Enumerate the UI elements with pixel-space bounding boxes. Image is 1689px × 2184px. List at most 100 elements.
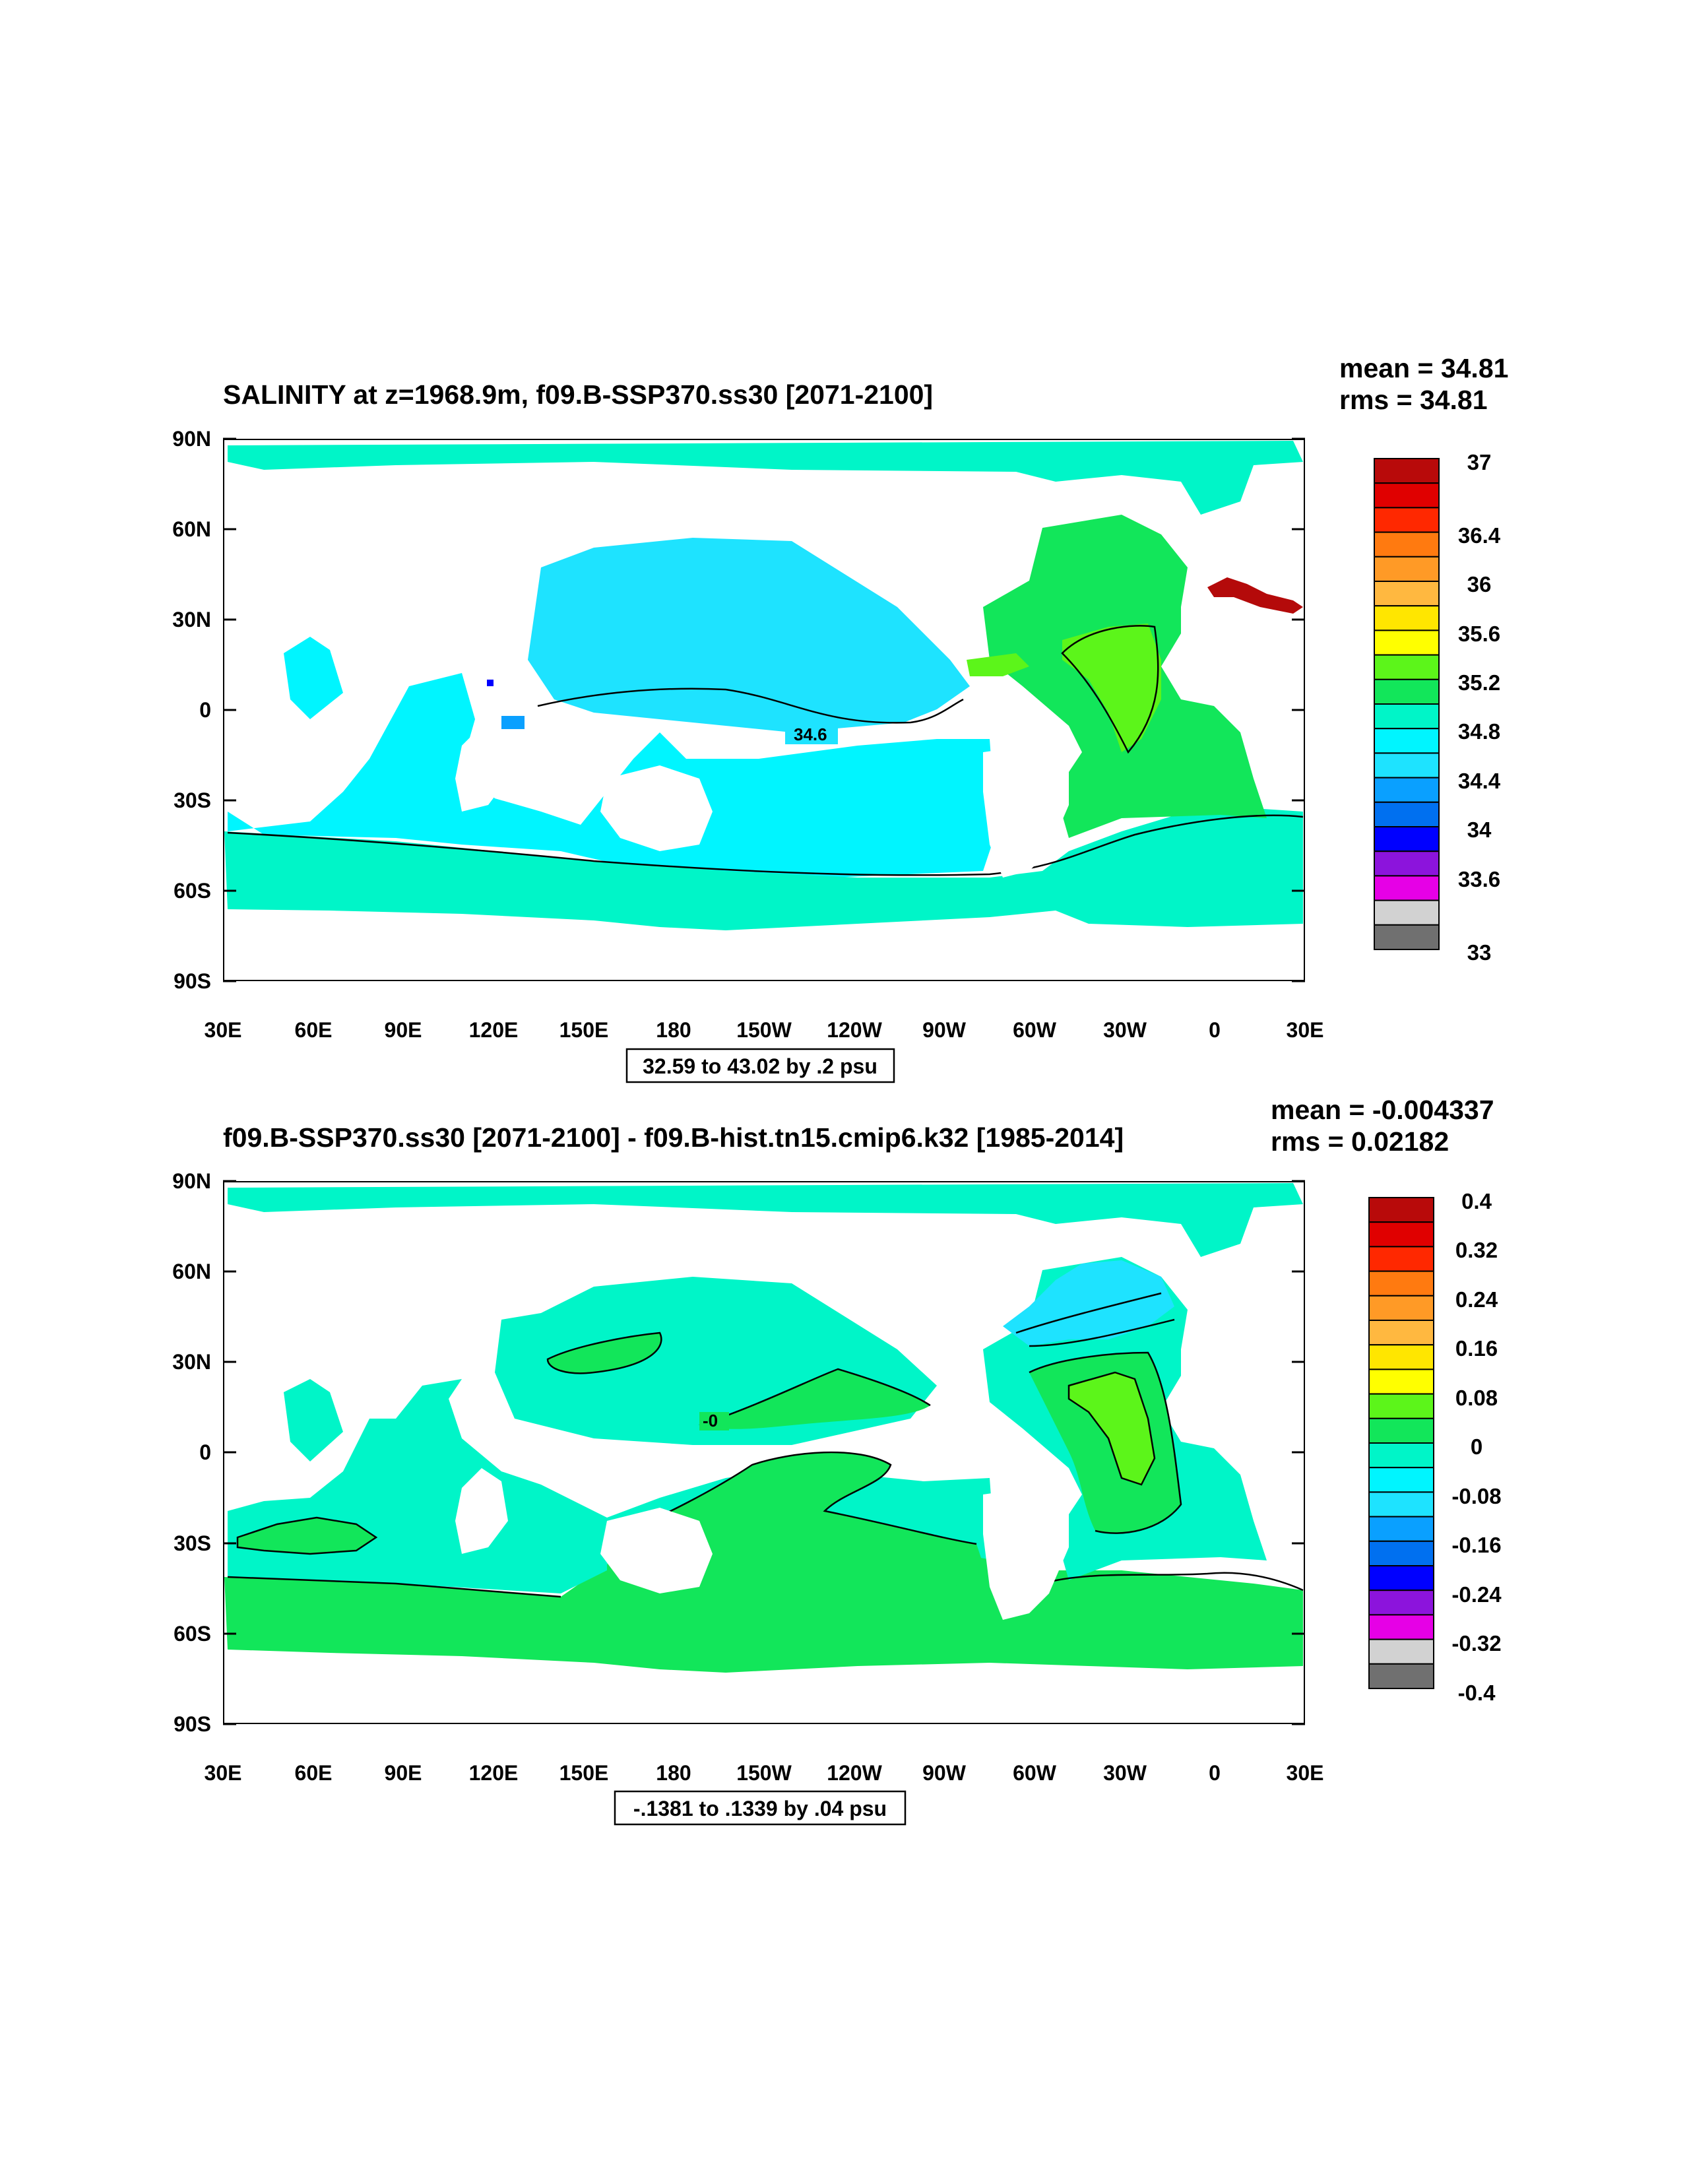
panel-2-colorbar <box>1368 1197 1434 1690</box>
colorbar-swatch <box>1368 1491 1434 1518</box>
p1-lat-label: 60S <box>174 879 211 903</box>
p2-cb-label: 0 <box>1471 1434 1482 1459</box>
p2-contour-8 <box>1015 1292 1162 1334</box>
p1-cb-label: 33.6 <box>1458 867 1500 891</box>
p2-cb-label: 0.08 <box>1455 1386 1498 1410</box>
p1-lat-label: 30N <box>172 608 211 631</box>
p1-contour-atl <box>1061 625 1159 754</box>
p1-lon-label: 60W <box>1013 1018 1057 1042</box>
panel-1-colorbar-labels: 37 36.4 36 35.6 35.2 34.8 34.4 34 33.6 3… <box>1458 450 1501 965</box>
p2-lat-label: 0 <box>199 1440 211 1464</box>
p2-info-text: -.1381 to .1339 by .04 psu <box>633 1797 887 1820</box>
p1-carib <box>967 653 1029 676</box>
p1-lon-label: 30W <box>1103 1018 1147 1042</box>
p1-lat-label: 0 <box>199 698 211 722</box>
p2-contour-7 <box>1068 1371 1156 1486</box>
p2-indian-north <box>284 1379 343 1461</box>
panel-1-lat-ticks <box>223 437 1305 982</box>
p2-atl-core <box>1069 1372 1155 1485</box>
p1-lon-label: 180 <box>656 1018 691 1042</box>
p2-lat-label: 60N <box>172 1260 211 1283</box>
p2-arctic <box>228 1183 1303 1257</box>
panel-1-lat-labels: 90N 60N 30N 0 30S 60S 90S <box>172 427 211 993</box>
p1-pacific <box>528 538 970 732</box>
p1-cb-label: 33 <box>1467 940 1492 965</box>
panel-1-lon-labels: 30E 60E 90E 120E 150E 180 150W 120W 90W … <box>205 1018 1324 1042</box>
panel-1-rms: rms = 34.81 <box>1339 385 1488 415</box>
p1-indian <box>228 673 996 878</box>
colorbar-swatch <box>1374 703 1440 730</box>
p2-pac-green1 <box>548 1333 662 1374</box>
panel-2-colorbar-labels: 0.4 0.32 0.24 0.16 0.08 0 -0.08 -0.16 -0… <box>1451 1189 1502 1705</box>
colorbar-swatch <box>1368 1320 1434 1346</box>
p2-contour-label: -0 <box>703 1411 718 1430</box>
p1-lon-label: 60E <box>295 1018 333 1042</box>
p1-cb-label: 36.4 <box>1458 523 1501 548</box>
p2-contour-1 <box>546 1332 662 1374</box>
p1-lat-label: 30S <box>174 788 211 812</box>
p1-lon-label: 90W <box>922 1018 967 1042</box>
colorbar-swatch <box>1368 1344 1434 1370</box>
p1-lon-label: 30E <box>205 1018 242 1042</box>
p2-lon-label: 0 <box>1209 1761 1221 1785</box>
panel-1-mean: mean = 34.81 <box>1339 353 1508 383</box>
p1-cb-label: 35.6 <box>1458 622 1500 646</box>
p2-lon-label: 150W <box>736 1761 792 1785</box>
p2-lon-label: 90W <box>922 1761 967 1785</box>
p2-lon-label: 120W <box>827 1761 882 1785</box>
p2-cb-label: 0.24 <box>1455 1287 1498 1312</box>
colorbar-swatch <box>1368 1270 1434 1297</box>
colorbar-swatch <box>1374 728 1440 754</box>
colorbar-swatch <box>1374 875 1440 901</box>
p1-lon-label: 30E <box>1287 1018 1324 1042</box>
p2-lon-label: 30W <box>1103 1761 1147 1785</box>
colorbar-swatch <box>1374 605 1440 631</box>
panel-1-title: SALINITY at z=1968.9m, f09.B-SSP370.ss30… <box>223 379 933 410</box>
colorbar-swatch <box>1374 777 1440 803</box>
p2-contour-3 <box>626 1451 977 1545</box>
colorbar-swatch <box>1374 458 1440 484</box>
p1-indian-north <box>284 637 343 719</box>
colorbar-swatch <box>1374 556 1440 582</box>
p2-lon-label: 30E <box>1287 1761 1324 1785</box>
p1-contour-34-6 <box>537 688 964 724</box>
p1-info-text: 32.59 to 43.02 by .2 psu <box>643 1054 877 1078</box>
panel-2-mean: mean = -0.004337 <box>1271 1095 1494 1125</box>
panel-1: SALINITY at z=1968.9m, f09.B-SSP370.ss30… <box>172 353 1508 1083</box>
colorbar-swatch <box>1374 581 1440 607</box>
p1-lon-label: 120E <box>469 1018 519 1042</box>
p2-cb-label: 0.4 <box>1461 1189 1492 1213</box>
p2-cb-label: 0.32 <box>1455 1238 1498 1262</box>
colorbar-swatch <box>1368 1516 1434 1542</box>
panel-2-title: f09.B-SSP370.ss30 [2071-2100] - f09.B-hi… <box>223 1122 1124 1153</box>
colorbar-swatch <box>1368 1197 1434 1223</box>
p2-contour-6 <box>1029 1351 1182 1534</box>
p1-lon-label: 150E <box>559 1018 609 1042</box>
p1-southern <box>224 808 1303 930</box>
p1-lon-label: 0 <box>1209 1018 1221 1042</box>
colorbar-swatch <box>1368 1442 1434 1469</box>
panel-2-info-box: -.1381 to .1339 by .04 psu <box>614 1790 907 1826</box>
panel-2-lat-ticks <box>223 1180 1305 1725</box>
p2-cb-label: -0.24 <box>1451 1582 1502 1607</box>
colorbar-swatch <box>1368 1638 1434 1665</box>
p2-contour-5 <box>227 1576 561 1598</box>
colorbar-swatch <box>1368 1393 1434 1419</box>
p2-contour-2 <box>699 1368 931 1427</box>
p1-lat-label: 90N <box>172 427 211 451</box>
p1-lon-label: 120W <box>827 1018 882 1042</box>
p1-lon-label: 150W <box>736 1018 792 1042</box>
colorbar-swatch <box>1374 801 1440 828</box>
colorbar-swatch <box>1368 1295 1434 1322</box>
colorbar-swatch <box>1374 507 1440 533</box>
p1-arctic <box>228 441 1303 515</box>
p1-cb-label: 36 <box>1467 572 1492 596</box>
panel-1-map: 34.6 <box>223 439 1305 981</box>
p2-contour-4 <box>236 1516 378 1555</box>
p2-lon-label: 150E <box>559 1761 609 1785</box>
colorbar-swatch <box>1374 654 1440 680</box>
colorbar-swatch <box>1368 1417 1434 1444</box>
colorbar-swatch <box>1368 1540 1434 1567</box>
p1-med <box>1207 577 1303 614</box>
p2-lat-label: 90N <box>172 1169 211 1193</box>
